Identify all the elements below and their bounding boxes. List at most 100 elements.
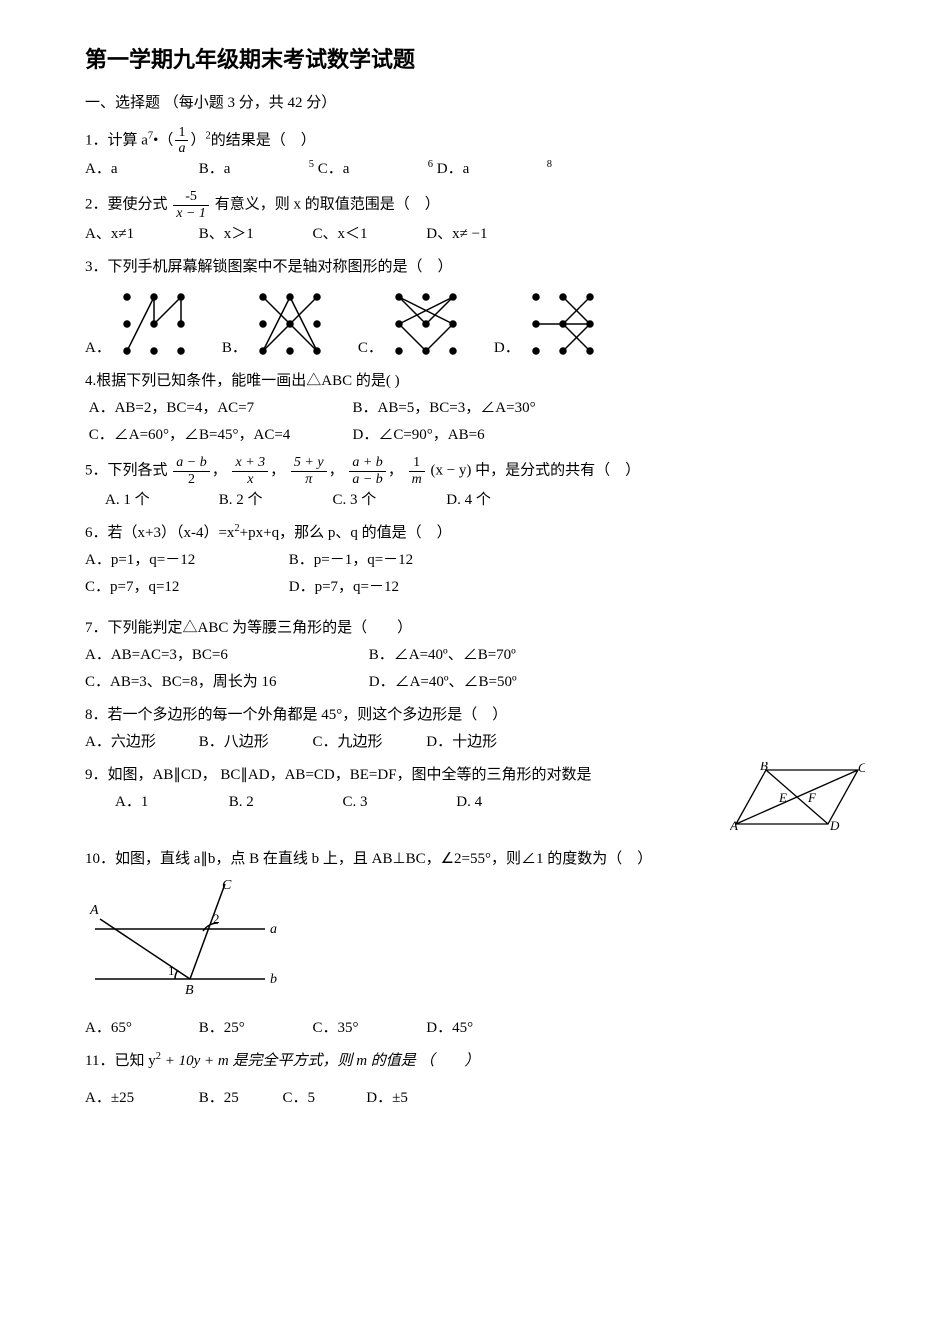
q3-opt-c-wrap: C． <box>358 287 464 362</box>
q5-f3: 5 + yπ <box>291 455 327 487</box>
q10-lbl-a: a <box>270 922 277 937</box>
q10-stem: 10．如图，直线 a∥b，点 B 在直线 b 上，且 AB⊥BC，∠2=55°，… <box>85 846 865 873</box>
q2-opt-c: C、x＜1 <box>313 221 423 248</box>
q11-opt-a: A．±25 <box>85 1085 195 1112</box>
q4-row1: A．AB=2，BC=4，AC=7 B．AB=5，BC=3，∠A=30° <box>85 395 865 422</box>
q9-lbl-D: D <box>829 818 840 832</box>
q10-opt-a: A．65° <box>85 1015 195 1042</box>
q2-frac-num: -5 <box>173 189 209 205</box>
q1-opt-d-exp: 8 <box>547 159 552 170</box>
q2-frac-den: x − 1 <box>173 206 209 221</box>
page-title: 第一学期九年级期末考试数学试题 <box>85 40 865 80</box>
question-1: 1．计算 a7•（1a）2的结果是（ ） A．a B．a5 C．a6 D．a8 <box>85 125 865 184</box>
q11-stem-b: + 10y + m 是完全平方式，则 m 的值是 （ ） <box>161 1053 480 1069</box>
q5-c3: ， <box>329 462 344 478</box>
q3-pattern-b <box>253 287 328 362</box>
q5-options: A. 1 个 B. 2 个 C. 3 个 D. 4 个 <box>105 487 865 514</box>
q2-stem-a: 2．要使分式 <box>85 197 168 213</box>
q5-f4: a + ba − b <box>349 455 385 487</box>
q9-opt-b: B. 2 <box>229 789 339 816</box>
q1-opt-b-exp: 5 <box>309 159 314 170</box>
q1-frac: 1a <box>175 125 188 157</box>
question-4: 4.根据下列已知条件，能唯一画出△ABC 的是( ) A．AB=2，BC=4，A… <box>85 368 865 449</box>
q8-opt-b: B．八边形 <box>199 729 309 756</box>
q5-f3d: π <box>291 472 327 487</box>
q9-opt-c: C. 3 <box>343 789 453 816</box>
question-8: 8．若一个多边形的每一个外角都是 45°，则这个多边形是（ ） A．六边形 B．… <box>85 702 865 756</box>
q2-opt-b: B、x＞1 <box>199 221 309 248</box>
q6-opt-d: D．p=7，q=－12 <box>289 579 399 595</box>
q1-opt-b: B．a5 <box>199 156 314 183</box>
q5-c2: ， <box>270 462 285 478</box>
q5-f2d: x <box>232 472 268 487</box>
q7-opt-c: C．AB=3、BC=8，周长为 16 <box>85 669 365 696</box>
q5-stem-a: 5．下列各式 <box>85 462 168 478</box>
q10-figure-wrap: A B C a b 1 2 <box>85 879 865 1009</box>
q5-f3n: 5 + y <box>291 455 327 471</box>
q8-opt-d: D．十边形 <box>426 729 536 756</box>
q5-opt-a: A. 1 个 <box>105 487 215 514</box>
question-2: 2．要使分式 -5x − 1 有意义，则 x 的取值范围是（ ） A、x≠1 B… <box>85 189 865 248</box>
q6-opt-b: B．p=－1，q=－12 <box>289 552 413 568</box>
q7-row1: A．AB=AC=3，BC=6 B．∠A=40º、∠B=70º <box>85 642 865 669</box>
q6-row1: A．p=1，q=－12 B．p=－1，q=－12 <box>85 547 865 574</box>
question-5: 5．下列各式 a − b2， x + 3x， 5 + yπ， a + ba − … <box>85 455 865 514</box>
q10-lbl-1: 1 <box>168 963 175 978</box>
q5-f4n: a + b <box>349 455 385 471</box>
q1-opt-a: A．a <box>85 156 195 183</box>
q8-opt-a: A．六边形 <box>85 729 195 756</box>
q3-opt-a-wrap: A． <box>85 287 192 362</box>
q9-lbl-E: E <box>778 790 787 805</box>
q3-stem: 3．下列手机屏幕解锁图案中不是轴对称图形的是（ ） <box>85 254 865 281</box>
q5-c1: ， <box>212 462 227 478</box>
q1-opt-c-exp: 6 <box>428 159 433 170</box>
q5-c4: ， <box>388 462 403 478</box>
q2-opt-a: A、x≠1 <box>85 221 195 248</box>
q10-lbl-B: B <box>185 983 194 998</box>
question-10: 10．如图，直线 a∥b，点 B 在直线 b 上，且 AB⊥BC，∠2=55°，… <box>85 846 865 1042</box>
section-heading: 一、选择题 （每小题 3 分，共 42 分） <box>85 90 865 117</box>
q4-opt-c: C．∠A=60°，∠B=45°，AC=4 <box>89 422 349 449</box>
question-3: 3．下列手机屏幕解锁图案中不是轴对称图形的是（ ） A． B． <box>85 254 865 362</box>
q11-opt-c: C．5 <box>283 1085 363 1112</box>
q3-opt-b-wrap: B． <box>222 287 328 362</box>
q3-patterns: A． B． <box>85 287 865 362</box>
q5-stem-b: (x − y) 中，是分式的共有（ ） <box>430 462 640 478</box>
q5-f4d: a − b <box>349 472 385 487</box>
q6-stem-a: 6．若（x+3）（x-4）=x <box>85 525 234 541</box>
q8-options: A．六边形 B．八边形 C．九边形 D．十边形 <box>85 729 865 756</box>
q4-opt-d: D．∠C=90°，AB=6 <box>353 427 485 443</box>
q7-row2: C．AB=3、BC=8，周长为 16 D．∠A=40º、∠B=50º <box>85 669 865 696</box>
q11-opt-b: B．25 <box>199 1085 279 1112</box>
q1-opt-d-text: D．a <box>437 156 547 183</box>
q4-row2: C．∠A=60°，∠B=45°，AC=4 D．∠C=90°，AB=6 <box>85 422 865 449</box>
q3-pattern-d <box>526 287 601 362</box>
q2-stem-b: 有意义，则 x 的取值范围是（ ） <box>215 197 440 213</box>
q5-opt-c: C. 3 个 <box>333 487 443 514</box>
q5-f5d: m <box>409 472 425 487</box>
q4-stem: 4.根据下列已知条件，能唯一画出△ABC 的是( ) <box>85 368 865 395</box>
q5-f2: x + 3x <box>232 455 268 487</box>
q11-options: A．±25 B．25 C．5 D．±5 <box>85 1085 865 1112</box>
q1-frac-den: a <box>175 141 188 156</box>
q7-stem: 7．下列能判定△ABC 为等腰三角形的是（ ） <box>85 615 865 642</box>
q10-options: A．65° B．25° C．35° D．45° <box>85 1015 865 1042</box>
q9-lbl-C: C <box>858 762 865 775</box>
q11-opt-d: D．±5 <box>366 1085 476 1112</box>
q9-opt-d: D. 4 <box>456 789 566 816</box>
q10-opt-b: B．25° <box>199 1015 309 1042</box>
q10-opt-c: C．35° <box>313 1015 423 1042</box>
q5-f5n: 1 <box>409 455 425 471</box>
q3-opt-d-wrap: D． <box>494 287 601 362</box>
q3-opt-a-label: A． <box>85 335 111 362</box>
q1-opt-b-text: B．a <box>199 156 309 183</box>
q7-opt-d: D．∠A=40º、∠B=50º <box>369 674 517 690</box>
q1-opt-d: D．a8 <box>437 156 552 183</box>
q2-frac: -5x − 1 <box>173 189 209 221</box>
q1-options: A．a B．a5 C．a6 D．a8 <box>85 156 865 183</box>
q9-lbl-F: F <box>807 790 817 805</box>
q3-opt-c-label: C． <box>358 335 383 362</box>
q5-opt-d: D. 4 个 <box>446 487 556 514</box>
q8-stem: 8．若一个多边形的每一个外角都是 45°，则这个多边形是（ ） <box>85 702 865 729</box>
q10-opt-d: D．45° <box>426 1015 536 1042</box>
